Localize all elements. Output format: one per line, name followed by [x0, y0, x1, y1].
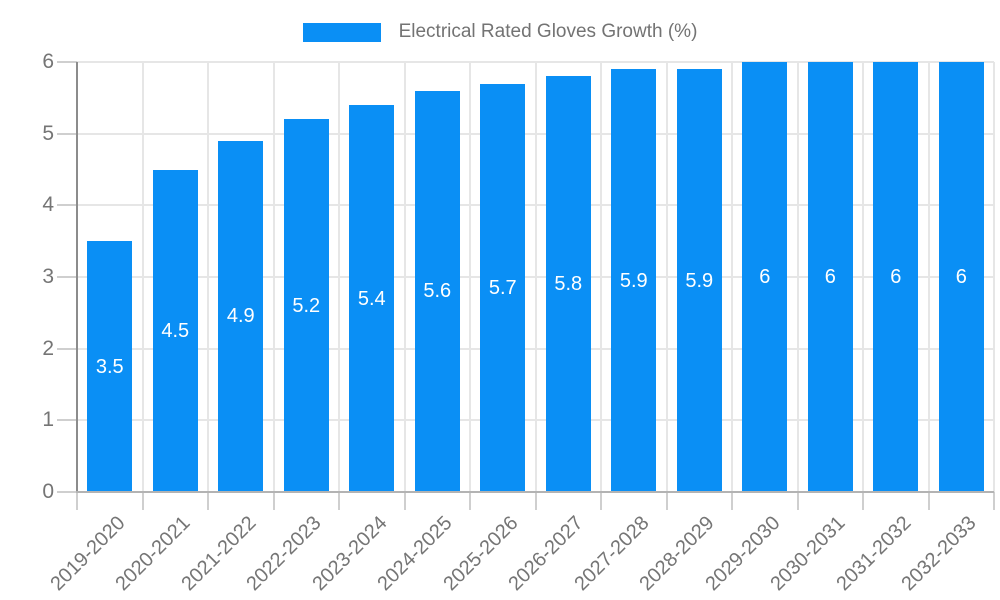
y-tick-label: 6 — [42, 50, 54, 73]
bar-2020-2021[interactable] — [152, 169, 198, 492]
v-gridline — [796, 62, 799, 492]
x-tick — [338, 492, 340, 510]
x-axis-line — [76, 491, 994, 493]
x-tick — [862, 492, 864, 510]
bar-value-label: 5.7 — [488, 276, 517, 299]
bar-value-label: 3.5 — [95, 355, 124, 378]
bar-value-label: 6 — [759, 266, 771, 288]
x-tick — [600, 492, 602, 510]
bar-value-label: 5.9 — [685, 269, 714, 292]
bar-2029-2030[interactable] — [742, 62, 788, 492]
v-gridline — [534, 62, 537, 492]
bar-value-label: 5.2 — [292, 294, 321, 317]
legend[interactable]: Electrical Rated Gloves Growth (%) — [0, 20, 1000, 44]
y-tick — [57, 347, 77, 350]
x-tick — [731, 492, 733, 510]
y-tick-label: 3 — [42, 265, 54, 288]
v-gridline — [665, 62, 668, 492]
bar-2021-2022[interactable] — [218, 140, 264, 492]
bar-2032-2033[interactable] — [938, 62, 984, 492]
bar-value-label: 5.6 — [423, 280, 452, 303]
v-gridline — [993, 62, 995, 492]
v-gridline — [403, 62, 406, 492]
legend-swatch — [302, 22, 381, 42]
x-tick — [141, 492, 144, 510]
y-tick — [57, 419, 77, 422]
y-tick-label: 0 — [42, 480, 54, 503]
bar-value-label: 4.5 — [161, 319, 190, 342]
bar-value-label: 6 — [824, 266, 836, 288]
y-tick — [57, 132, 77, 135]
y-tick — [57, 204, 77, 207]
bar-value-label: 5.8 — [554, 273, 583, 296]
y-tick — [57, 276, 77, 278]
bar-2024-2025[interactable] — [414, 90, 460, 492]
v-gridline — [927, 62, 930, 492]
bar-value-label: 5.9 — [619, 269, 648, 292]
v-gridline — [862, 62, 864, 492]
x-tick — [76, 492, 78, 510]
v-gridline — [731, 62, 733, 492]
v-gridline — [469, 62, 471, 492]
y-tick — [57, 61, 77, 63]
y-tick-label: 1 — [42, 408, 54, 432]
v-gridline — [338, 62, 340, 492]
y-axis-line — [76, 62, 78, 492]
legend-label: Electrical Rated Gloves Growth (%) — [398, 21, 698, 42]
bar-2019-2020[interactable] — [87, 241, 133, 492]
v-gridline — [141, 62, 144, 492]
bar-2027-2028[interactable] — [611, 69, 657, 492]
y-tick-label: 2 — [42, 336, 54, 360]
y-tick-label: 4 — [42, 193, 54, 217]
bar-2026-2027[interactable] — [545, 76, 591, 492]
bar-2030-2031[interactable] — [807, 62, 853, 492]
bar-2031-2032[interactable] — [873, 62, 919, 492]
x-tick — [993, 492, 995, 510]
bar-value-label: 6 — [890, 266, 902, 288]
x-tick — [207, 492, 209, 510]
bar-2023-2024[interactable] — [349, 105, 395, 492]
x-tick — [469, 492, 471, 510]
x-tick — [403, 492, 406, 510]
bar-value-label: 5.4 — [357, 287, 386, 310]
x-tick — [534, 492, 537, 510]
bar-2028-2029[interactable] — [676, 69, 722, 492]
x-tick — [665, 492, 668, 510]
v-gridline — [272, 62, 275, 492]
v-gridline — [207, 62, 209, 492]
bar-2022-2023[interactable] — [283, 119, 329, 492]
bar-2025-2026[interactable] — [480, 83, 526, 492]
v-gridline — [600, 62, 602, 492]
bar-value-label: 6 — [955, 266, 967, 288]
y-tick-label: 5 — [42, 121, 54, 145]
x-tick — [796, 492, 799, 510]
bar-value-label: 4.9 — [226, 305, 255, 328]
x-tick — [927, 492, 930, 510]
y-tick — [57, 491, 77, 493]
x-tick — [272, 492, 275, 510]
